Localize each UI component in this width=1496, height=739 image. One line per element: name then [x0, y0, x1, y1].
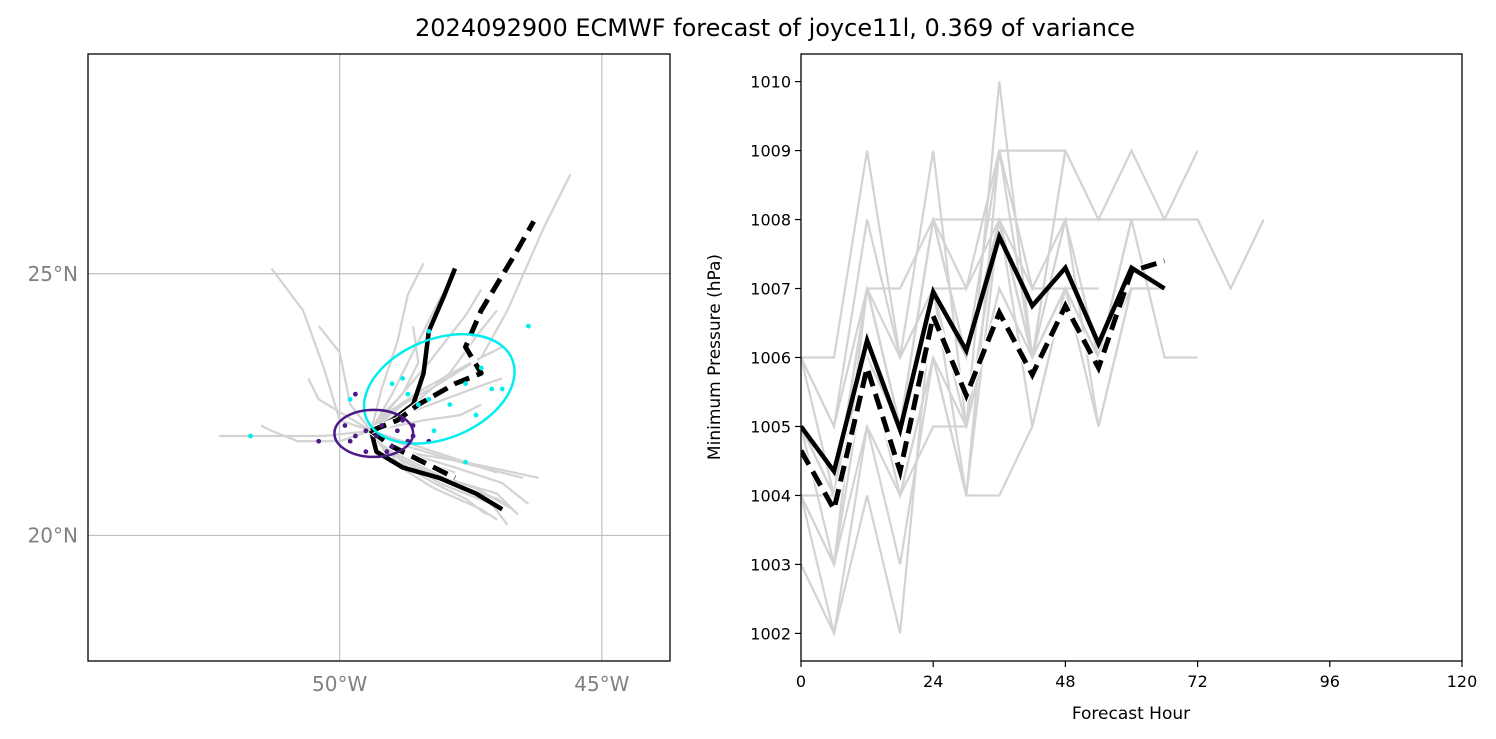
group-member-point [316, 438, 322, 444]
ensemble-track [370, 325, 420, 432]
group-member-point [394, 428, 400, 434]
map-lon-tick-label: 45°W [574, 672, 629, 696]
ensemble-pressure-line [801, 218, 1265, 497]
x-tick-label: 96 [1320, 672, 1340, 691]
mean-track-solid [368, 430, 504, 512]
highlight-member-point [431, 428, 437, 434]
ensemble-pressure-line [801, 81, 1067, 427]
map-tick-labels: 50°W 45°W 20°N 25°N [28, 262, 630, 696]
group-member-point [389, 444, 395, 449]
mean-track-dashed-south [369, 428, 457, 481]
y-tick-label: 1009 [750, 142, 791, 161]
ensemble-track [317, 325, 372, 432]
y-tick-label: 1005 [750, 417, 791, 436]
x-tick-label: 120 [1447, 672, 1478, 691]
y-tick-label: 1010 [750, 73, 791, 92]
highlight-member-point [347, 396, 353, 402]
group-member-point [342, 423, 348, 428]
x-tick-label: 48 [1055, 672, 1075, 691]
highlight-member-point [447, 402, 453, 407]
x-tick-label: 72 [1187, 672, 1207, 691]
highlight-member-point [526, 323, 531, 329]
y-axis-label: Minimum Pressure (hPa) [705, 254, 725, 460]
map-plot-area [219, 173, 572, 526]
mean-pressure-dashed-line [801, 258, 1166, 517]
highlight-member-point [426, 396, 432, 402]
pressure-plot-area [801, 81, 1265, 637]
group-member-point [373, 433, 379, 439]
ensemble-track [307, 377, 372, 432]
x-axis-label: Forecast Hour [1072, 704, 1190, 724]
group-member-point [347, 438, 353, 444]
group-ellipse [333, 408, 415, 459]
ensemble-track [219, 429, 372, 438]
map-lat-tick-label: 25°N [28, 262, 78, 286]
pressure-chart-panel: 0 24 48 72 96 120 1002 1003 1004 1005 1006 1007 1008… [705, 53, 1477, 724]
group-member-point [353, 433, 358, 439]
mean-track-dashed-north [370, 220, 536, 434]
highlight-ellipse [362, 332, 516, 445]
highlight-member-point [473, 412, 479, 418]
group-member-point [353, 391, 358, 397]
highlight-member-point [405, 391, 411, 397]
map-lon-tick-label: 50°W [312, 672, 367, 696]
track-map-panel: 50°W 45°W 20°N 25°N [28, 53, 671, 696]
ensemble-track [370, 288, 483, 432]
map-lat-tick-label: 20°N [28, 523, 78, 547]
figure-title: 2024092900 ECMWF forecast of joyce11l, 0… [415, 14, 1135, 42]
group-member-point [363, 449, 369, 455]
ensemble-track [370, 173, 572, 432]
ensemble-track [370, 346, 503, 432]
y-tick-label: 1008 [750, 211, 791, 230]
mean-track-dashed-north-halo [369, 219, 537, 435]
group-member-point [384, 449, 390, 455]
x-tick-label: 0 [796, 672, 806, 691]
highlight-member-point [415, 402, 421, 407]
pressure-tick-labels: 0 24 48 72 96 120 1002 1003 1004 1005 1006 1007 1008… [750, 73, 1477, 691]
x-tick-label: 24 [923, 672, 943, 691]
map-gridlines [88, 54, 670, 661]
y-tick-label: 1003 [750, 555, 791, 574]
ensemble-pressure-line [801, 216, 1165, 430]
mean-pressure-solid-line [801, 230, 1166, 477]
group-member-point [363, 428, 369, 434]
highlight-member-point [248, 433, 253, 439]
highlight-member-point [426, 328, 432, 334]
highlight-member-point [478, 365, 484, 371]
highlight-member-point [489, 386, 495, 392]
y-tick-label: 1004 [750, 486, 791, 505]
highlight-member-point [463, 459, 468, 465]
highlight-member-point [400, 376, 405, 381]
group-member-point [379, 423, 385, 428]
ensemble-track [260, 424, 372, 443]
map-frame [87, 53, 671, 662]
y-tick-label: 1002 [750, 624, 791, 643]
highlight-member-point [463, 381, 468, 387]
y-tick-label: 1006 [750, 349, 791, 368]
highlight-member-point [389, 381, 395, 387]
highlight-member-point [499, 386, 505, 392]
ensemble-track [370, 262, 425, 432]
ensemble-track [270, 267, 372, 432]
y-tick-label: 1007 [750, 280, 791, 299]
